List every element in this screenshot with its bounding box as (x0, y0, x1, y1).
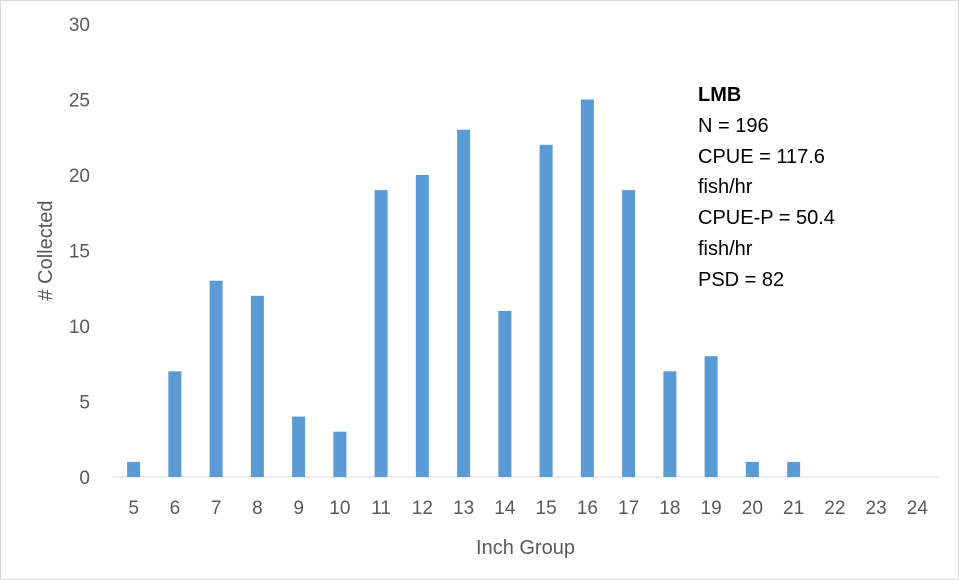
bar-14 (498, 310, 512, 477)
bar-16 (580, 99, 594, 477)
x-tick-label: 24 (907, 498, 929, 519)
bar-11 (374, 190, 388, 477)
x-tick-label: 16 (577, 498, 598, 519)
x-tick-label: 10 (329, 498, 350, 519)
x-tick-label: 11 (371, 498, 391, 519)
bar-18 (663, 371, 677, 477)
annotation-line: PSD = 82 (698, 268, 785, 291)
x-tick-label: 15 (536, 498, 557, 519)
x-axis-title: Inch Group (476, 537, 575, 559)
annotation-line: N = 196 (698, 114, 769, 137)
x-tick-label: 21 (783, 498, 804, 519)
x-axis-tick-labels: 5 6 7 8 9 10 11 12 13 14 15 16 17 18 19 20 21 22 23 24 (128, 498, 928, 519)
x-tick-label: 22 (824, 498, 845, 519)
bar-series (127, 99, 801, 478)
stats-annotation: LMB N = 196 CPUE = 117.6 fish/hr CPUE-P … (698, 80, 835, 296)
x-tick-label: 5 (128, 498, 139, 519)
x-tick-label: 7 (211, 498, 222, 519)
bar-17 (622, 190, 636, 477)
annotation-line: CPUE = 117.6 (698, 145, 825, 168)
y-tick-label: 30 (69, 15, 90, 36)
bar-9 (292, 416, 306, 477)
bar-5 (127, 461, 141, 477)
annotation-title: LMB (698, 84, 742, 106)
x-tick-label: 23 (866, 498, 887, 519)
x-tick-label: 13 (453, 498, 474, 519)
y-tick-label: 25 (69, 91, 90, 112)
annotation-line: fish/hr (698, 176, 753, 199)
y-tick-label: 10 (69, 317, 90, 338)
bar-10 (333, 431, 347, 477)
bar-12 (415, 175, 429, 477)
bar-19 (704, 356, 718, 477)
bar-21 (787, 461, 801, 477)
x-tick-label: 6 (170, 498, 181, 519)
x-tick-label: 17 (618, 498, 639, 519)
y-axis-title: # Collected (35, 200, 57, 300)
x-tick-label: 9 (293, 498, 304, 519)
bar-15 (539, 144, 553, 478)
y-axis-tick-labels: 0 5 10 15 20 25 30 (69, 15, 90, 489)
bar-8 (250, 295, 264, 477)
y-tick-label: 15 (69, 242, 90, 263)
y-tick-label: 5 (79, 393, 90, 414)
x-tick-label: 18 (659, 498, 680, 519)
x-tick-label: 8 (252, 498, 263, 519)
y-tick-label: 20 (69, 166, 90, 187)
bar-20 (745, 461, 759, 477)
x-tick-label: 12 (412, 498, 433, 519)
bar-7 (209, 280, 223, 477)
x-tick-label: 19 (701, 498, 722, 519)
bar-6 (168, 371, 182, 477)
x-tick-label: 20 (742, 498, 763, 519)
y-tick-label: 0 (79, 468, 90, 489)
x-tick-label: 14 (494, 498, 516, 519)
annotation-line: fish/hr (698, 237, 753, 260)
annotation-line: CPUE-P = 50.4 (698, 207, 835, 230)
bar-13 (457, 129, 471, 477)
